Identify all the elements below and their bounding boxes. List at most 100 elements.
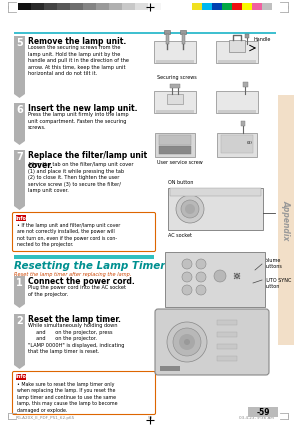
Text: Resetting the Lamp Timer: Resetting the Lamp Timer	[14, 261, 165, 271]
Bar	[16, 374, 26, 380]
Text: Reset the lamp timer.: Reset the lamp timer.	[28, 315, 121, 324]
Bar	[217, 344, 237, 349]
Circle shape	[196, 259, 206, 269]
Bar	[70, 3, 83, 10]
Text: Insert the new lamp unit.: Insert the new lamp unit.	[28, 104, 137, 113]
Circle shape	[167, 322, 207, 362]
Bar	[159, 135, 191, 145]
Text: Loosen the securing screws from the
lamp unit. Hold the lamp unit by the
handle : Loosen the securing screws from the lamp…	[28, 45, 129, 76]
Bar	[14, 255, 154, 259]
Bar	[156, 110, 194, 113]
Circle shape	[196, 285, 206, 295]
Circle shape	[214, 270, 226, 282]
Bar	[252, 3, 262, 10]
Text: PG-A20X_E_PDF_P51_62.p65: PG-A20X_E_PDF_P51_62.p65	[16, 416, 75, 420]
Bar	[217, 356, 237, 361]
Bar	[164, 30, 170, 34]
Bar	[156, 60, 194, 63]
Polygon shape	[14, 276, 25, 308]
Circle shape	[173, 328, 201, 356]
Bar	[154, 91, 196, 113]
Bar	[18, 3, 31, 10]
Bar	[229, 40, 245, 52]
Bar	[169, 188, 260, 196]
Polygon shape	[14, 314, 25, 369]
Polygon shape	[14, 103, 25, 145]
Bar	[165, 252, 265, 307]
Text: • If the lamp unit and filter/lamp unit cover
are not correctly installed, the p: • If the lamp unit and filter/lamp unit …	[17, 223, 120, 247]
Text: 5: 5	[16, 38, 23, 48]
Circle shape	[182, 259, 192, 269]
Text: Plug the power cord into the AC socket
of the projector.: Plug the power cord into the AC socket o…	[28, 285, 126, 297]
Bar	[216, 41, 258, 63]
Bar	[159, 146, 191, 154]
Bar	[83, 3, 96, 10]
Text: Volume
buttons: Volume buttons	[263, 258, 282, 269]
Bar	[232, 3, 242, 10]
Circle shape	[182, 272, 192, 282]
Bar	[248, 407, 278, 417]
Bar	[16, 215, 26, 221]
Bar	[135, 3, 148, 10]
Circle shape	[181, 200, 199, 218]
Text: AC socket: AC socket	[167, 233, 191, 238]
Bar	[216, 91, 258, 113]
Bar	[217, 133, 257, 157]
FancyBboxPatch shape	[13, 371, 155, 414]
Bar	[155, 133, 195, 157]
Text: While simultaneously holding down
     and      on the projector, press
     and: While simultaneously holding down and on…	[28, 323, 124, 354]
Bar	[221, 135, 253, 153]
Text: -59: -59	[256, 408, 270, 417]
Text: (3): (3)	[247, 141, 253, 145]
Circle shape	[176, 195, 204, 223]
Bar	[166, 34, 169, 44]
Bar	[192, 3, 202, 10]
Bar	[170, 84, 180, 88]
Bar	[122, 3, 135, 10]
Bar	[154, 41, 196, 63]
Text: 7: 7	[16, 152, 23, 162]
Bar	[160, 366, 180, 371]
Bar	[217, 332, 237, 337]
Text: User service screw: User service screw	[157, 160, 203, 165]
Bar	[242, 3, 252, 10]
Text: Appendix: Appendix	[281, 200, 290, 240]
Bar	[180, 30, 186, 34]
Bar	[245, 34, 249, 38]
Circle shape	[184, 339, 190, 345]
Bar	[218, 110, 256, 113]
Text: 6: 6	[16, 105, 23, 115]
Bar	[167, 94, 183, 104]
Bar	[241, 121, 245, 126]
Text: Info: Info	[16, 215, 26, 221]
Bar	[262, 3, 272, 10]
Bar	[148, 3, 161, 10]
Bar	[243, 82, 248, 87]
Bar	[44, 3, 57, 10]
Text: Securing screws: Securing screws	[157, 75, 197, 80]
FancyBboxPatch shape	[13, 212, 155, 252]
Bar	[202, 3, 212, 10]
Circle shape	[182, 285, 192, 295]
Polygon shape	[14, 36, 25, 98]
Text: ON button: ON button	[167, 180, 193, 185]
Bar	[109, 3, 122, 10]
Text: 03.4.23, 9:36 AM: 03.4.23, 9:36 AM	[239, 416, 274, 420]
Bar	[14, 32, 276, 34]
Text: Handle: Handle	[254, 37, 271, 42]
Circle shape	[179, 334, 195, 350]
Bar	[218, 60, 256, 63]
Polygon shape	[14, 150, 25, 210]
Bar	[222, 3, 232, 10]
Text: Press the lamp unit firmly into the lamp
unit compartment. Fasten the securing
s: Press the lamp unit firmly into the lamp…	[28, 112, 129, 130]
Text: Align the tab on the filter/lamp unit cover
(1) and place it while pressing the : Align the tab on the filter/lamp unit co…	[28, 162, 134, 193]
Text: 2: 2	[16, 316, 23, 326]
Text: 1: 1	[16, 278, 23, 288]
Bar	[167, 188, 262, 230]
Bar	[278, 95, 294, 345]
Circle shape	[196, 272, 206, 282]
Circle shape	[185, 204, 195, 214]
Text: Remove the lamp unit.: Remove the lamp unit.	[28, 37, 126, 46]
Text: Info: Info	[16, 374, 26, 380]
Text: Reset the lamp timer after replacing the lamp.: Reset the lamp timer after replacing the…	[14, 272, 131, 277]
